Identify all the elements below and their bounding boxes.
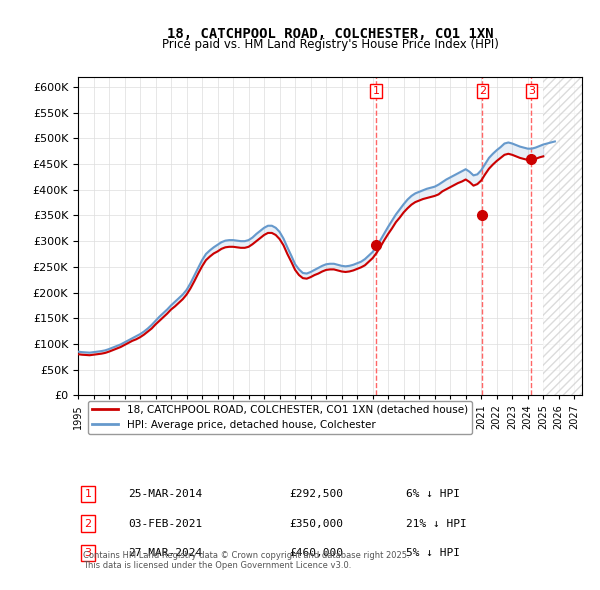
- Text: 21% ↓ HPI: 21% ↓ HPI: [406, 519, 466, 529]
- Text: 27-MAR-2024: 27-MAR-2024: [128, 548, 203, 558]
- Text: 2: 2: [85, 519, 92, 529]
- Text: 1: 1: [373, 86, 380, 96]
- Text: 03-FEB-2021: 03-FEB-2021: [128, 519, 203, 529]
- Text: 18, CATCHPOOL ROAD, COLCHESTER, CO1 1XN: 18, CATCHPOOL ROAD, COLCHESTER, CO1 1XN: [167, 27, 493, 41]
- Text: 6% ↓ HPI: 6% ↓ HPI: [406, 489, 460, 499]
- Text: Contains HM Land Registry data © Crown copyright and database right 2025.
This d: Contains HM Land Registry data © Crown c…: [83, 551, 410, 571]
- Text: £292,500: £292,500: [290, 489, 344, 499]
- Text: 25-MAR-2014: 25-MAR-2014: [128, 489, 203, 499]
- Text: £460,000: £460,000: [290, 548, 344, 558]
- Text: 2: 2: [479, 86, 486, 96]
- Text: Price paid vs. HM Land Registry's House Price Index (HPI): Price paid vs. HM Land Registry's House …: [161, 38, 499, 51]
- Legend: 18, CATCHPOOL ROAD, COLCHESTER, CO1 1XN (detached house), HPI: Average price, de: 18, CATCHPOOL ROAD, COLCHESTER, CO1 1XN …: [88, 401, 472, 434]
- Text: 3: 3: [528, 86, 535, 96]
- Text: £350,000: £350,000: [290, 519, 344, 529]
- Text: 5% ↓ HPI: 5% ↓ HPI: [406, 548, 460, 558]
- Text: 3: 3: [85, 548, 92, 558]
- Text: 1: 1: [85, 489, 92, 499]
